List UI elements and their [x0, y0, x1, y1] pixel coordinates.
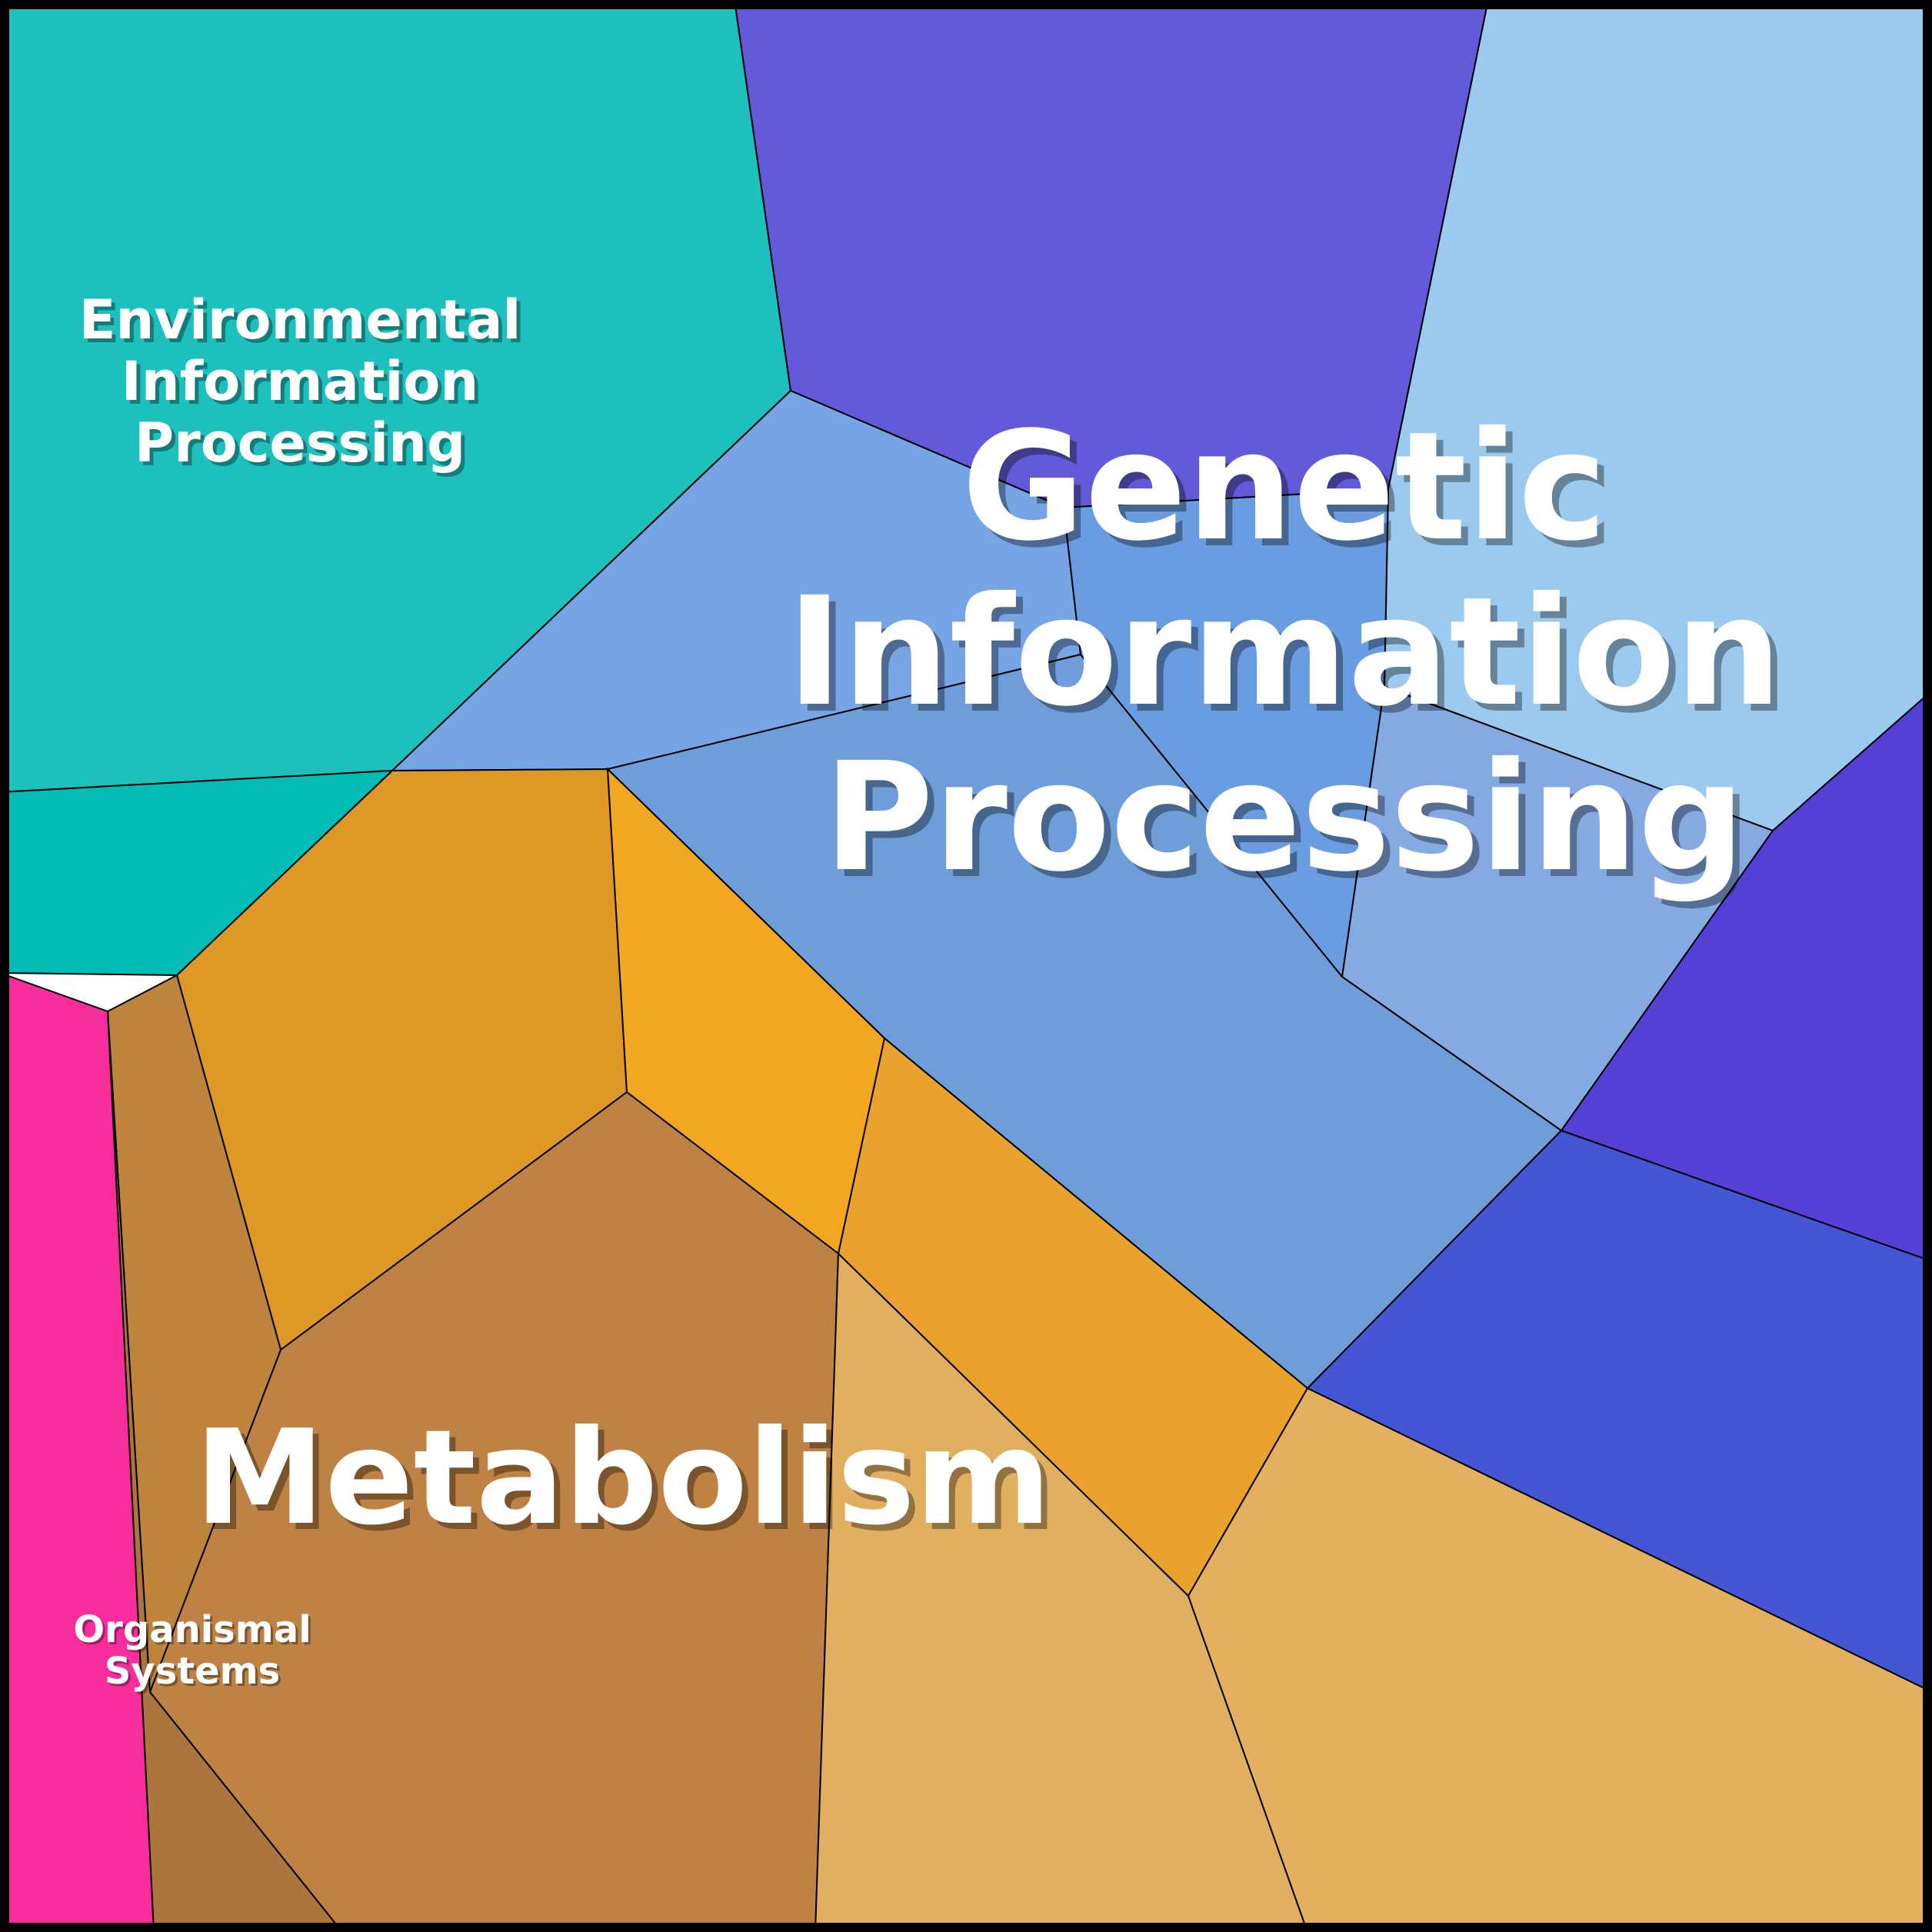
- label-eip: EnvironmentalInformationProcessing: [79, 288, 521, 475]
- label-met: Metabolism: [195, 1402, 1051, 1554]
- label-os: OrganismalSystems: [73, 1608, 311, 1693]
